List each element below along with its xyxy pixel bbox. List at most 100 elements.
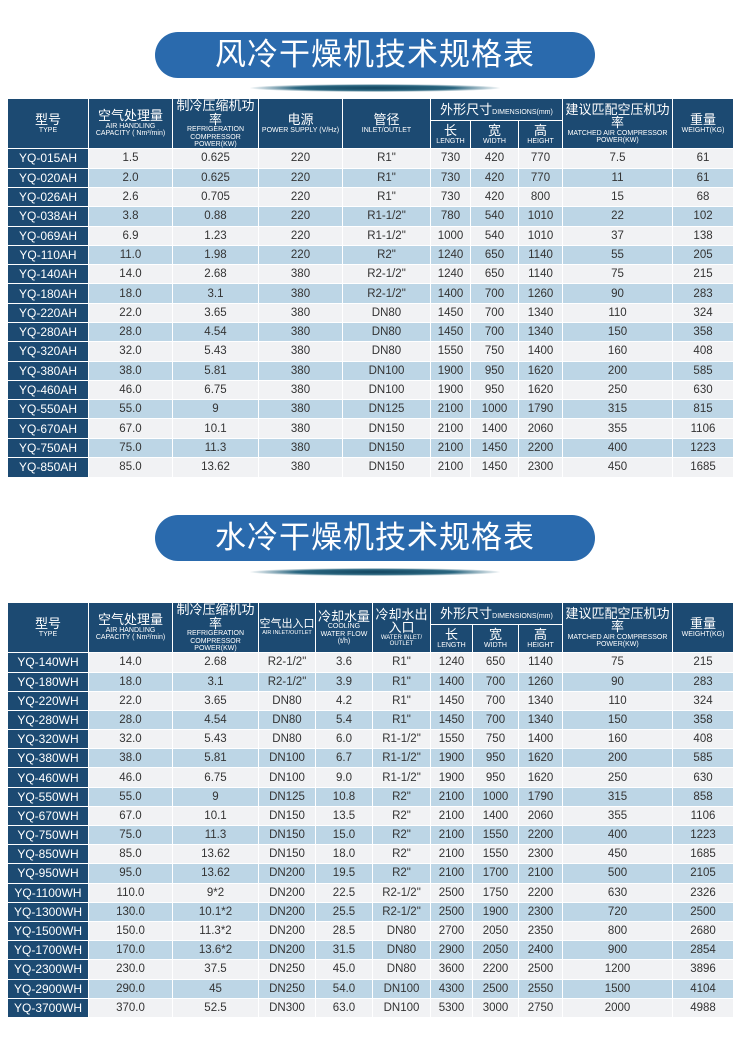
table-row: YQ-140AH 14.0 2.68 380 R2-1/2" 1240 650 1140 75 2… bbox=[7, 264, 735, 284]
model-cell: YQ-140AH bbox=[7, 264, 89, 284]
spec-cell: 110 bbox=[562, 302, 674, 323]
spec-cell: 1900 bbox=[430, 767, 473, 788]
table-row: YQ-220WH 22.0 3.65 DN80 4.2 R1" 1450 700 1340 110… bbox=[7, 690, 735, 711]
spec-cell: 63.0 bbox=[315, 997, 373, 1018]
spec-cell: 5.43 bbox=[172, 341, 259, 362]
header-height: 高 HEIGHT bbox=[517, 120, 564, 150]
model-cell: YQ-2300WH bbox=[7, 959, 89, 979]
spec-cell: DN250 bbox=[258, 959, 316, 979]
spec-cell: 19.5 bbox=[315, 863, 373, 884]
spec-cell: 650 bbox=[470, 264, 519, 284]
spec-cell: 2100 bbox=[430, 786, 473, 807]
spec-cell: R1" bbox=[372, 690, 431, 711]
spec-cell: DN150 bbox=[342, 437, 431, 458]
spec-cell: 700 bbox=[472, 690, 519, 711]
header-type: 型号 TYPE bbox=[7, 97, 89, 150]
model-cell: YQ-550AH bbox=[7, 399, 89, 419]
spec-cell: 3.1 bbox=[172, 671, 259, 692]
spec-cell: 2680 bbox=[672, 920, 735, 941]
spec-cell: 1900 bbox=[430, 748, 473, 768]
table-row: YQ-950WH 95.0 13.62 DN200 19.5 R2" 2100 1700 210… bbox=[7, 863, 735, 884]
spec-cell: 3.6 bbox=[315, 652, 373, 672]
header-water-io: 冷却水出入口 WATER INLET/ OUTLET bbox=[372, 601, 431, 654]
model-cell: YQ-670AH bbox=[7, 418, 89, 439]
spec-cell: 2200 bbox=[472, 959, 519, 979]
spec-cell: 1240 bbox=[430, 244, 471, 265]
spec-cell: R1-1/2" bbox=[372, 767, 431, 788]
spec-cell: DN150 bbox=[258, 824, 316, 845]
spec-cell: R2-1/2" bbox=[372, 901, 431, 922]
spec-cell: 380 bbox=[258, 437, 343, 458]
spec-cell: 730 bbox=[430, 148, 471, 169]
spec-cell: 2300 bbox=[517, 457, 564, 477]
spec-cell: DN80 bbox=[372, 959, 431, 979]
spec-cell: 380 bbox=[258, 360, 343, 381]
spec-cell: 220 bbox=[258, 206, 343, 226]
spec-cell: 215 bbox=[672, 652, 735, 672]
spec-cell: 7.5 bbox=[562, 148, 674, 169]
spec-cell: R2-1/2" bbox=[342, 264, 431, 284]
spec-cell: 0.705 bbox=[172, 186, 259, 207]
spec-cell: 75.0 bbox=[88, 437, 173, 458]
spec-cell: 370.0 bbox=[88, 997, 173, 1018]
spec-cell: 1340 bbox=[517, 690, 564, 711]
spec-cell: 400 bbox=[562, 437, 674, 458]
spec-cell: 900 bbox=[562, 940, 674, 960]
spec-cell: DN125 bbox=[342, 399, 431, 419]
spec-cell: 52.5 bbox=[172, 997, 259, 1018]
spec-cell: 1450 bbox=[470, 457, 519, 477]
header-weight: 重量 WEIGHT(KG) bbox=[672, 601, 735, 654]
spec-cell: 1450 bbox=[430, 302, 471, 323]
header-pipe: 管径 INLET/OUTLET bbox=[342, 97, 431, 150]
model-cell: YQ-320AH bbox=[7, 341, 89, 362]
spec-cell: 25.5 bbox=[315, 901, 373, 922]
spec-cell: 380 bbox=[258, 379, 343, 400]
spec-cell: 1260 bbox=[517, 283, 564, 304]
model-cell: YQ-380AH bbox=[7, 360, 89, 381]
spec-cell: 950 bbox=[470, 379, 519, 400]
spec-cell: 1620 bbox=[517, 360, 564, 381]
spec-cell: DN200 bbox=[258, 882, 316, 903]
spec-cell: 13.6*2 bbox=[172, 940, 259, 960]
spec-cell: 15 bbox=[562, 186, 674, 207]
spec-cell: 650 bbox=[470, 244, 519, 265]
spec-cell: 2326 bbox=[672, 882, 735, 903]
table-row: YQ-1100WH 110.0 9*2 DN200 22.5 R2-1/2" 2500 175… bbox=[7, 882, 735, 903]
spec-cell: 37.5 bbox=[172, 959, 259, 979]
spec-cell: 2.6 bbox=[88, 186, 173, 207]
spec-cell: 138 bbox=[672, 225, 735, 246]
header-refrigeration: 制冷压缩机功率 REFRIGERATION COMPRESSOR POWER(KW… bbox=[172, 97, 259, 150]
spec-cell: 67.0 bbox=[88, 805, 173, 826]
spec-cell: 2200 bbox=[517, 437, 564, 458]
spec-cell: 3600 bbox=[430, 959, 473, 979]
model-cell: YQ-140WH bbox=[7, 652, 89, 672]
spec-cell: 46.0 bbox=[88, 767, 173, 788]
spec-cell: 585 bbox=[672, 748, 735, 768]
table-row: YQ-026AH 2.6 0.705 220 R1" 730 420 800 15 68 bbox=[7, 186, 735, 207]
spec-cell: 10.1 bbox=[172, 418, 259, 439]
spec-cell: 700 bbox=[472, 709, 519, 730]
spec-cell: 2500 bbox=[472, 978, 519, 999]
table-row: YQ-180WH 18.0 3.1 R2-1/2" 3.9 R1" 1400 700 1260 9… bbox=[7, 671, 735, 692]
model-cell: YQ-180WH bbox=[7, 671, 89, 692]
spec-cell: 55 bbox=[562, 244, 674, 265]
spec-cell: 1223 bbox=[672, 824, 735, 845]
spec-cell: 130.0 bbox=[88, 901, 173, 922]
model-cell: YQ-1500WH bbox=[7, 920, 89, 941]
spec-cell: 2100 bbox=[430, 437, 471, 458]
spec-cell: 1010 bbox=[517, 206, 564, 226]
spec-cell: 2700 bbox=[430, 920, 473, 941]
spec-cell: 160 bbox=[562, 729, 674, 749]
spec-cell: 250 bbox=[562, 767, 674, 788]
spec-cell: 770 bbox=[517, 148, 564, 169]
spec-cell: 9 bbox=[172, 786, 259, 807]
header-dimensions: 外形尺寸DIMENSIONS(mm) bbox=[429, 602, 564, 625]
spec-cell: 800 bbox=[517, 186, 564, 207]
spec-cell: R1" bbox=[342, 167, 431, 188]
spec-cell: 75 bbox=[562, 652, 674, 672]
header-length: 长 LENGTH bbox=[430, 623, 473, 654]
spec-cell: DN100 bbox=[342, 360, 431, 381]
spec-cell: 1790 bbox=[517, 786, 564, 807]
spec-cell: 750 bbox=[470, 341, 519, 362]
spec-cell: 150 bbox=[562, 709, 674, 730]
